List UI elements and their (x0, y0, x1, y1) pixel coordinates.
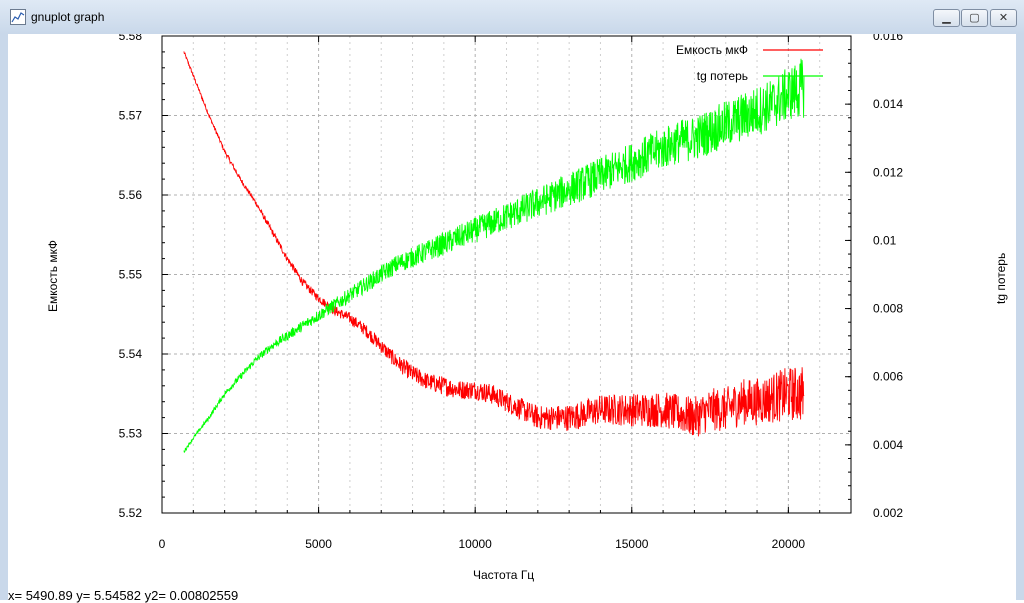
x-tick-label: 10000 (458, 537, 492, 551)
maximize-button[interactable]: ▢ (961, 9, 988, 27)
y-tick-label: 5.54 (119, 347, 143, 361)
minimize-button[interactable]: ▁ (933, 9, 960, 27)
y-tick-label: 5.58 (119, 34, 143, 43)
y2-tick-label: 0.012 (873, 165, 903, 179)
cursor-coordinates-readout: x= 5490.89 y= 5.54582 y2= 0.00802559 (8, 588, 239, 603)
y2-tick-label: 0.008 (873, 302, 903, 316)
legend-label: tg потерь (697, 69, 748, 83)
y2-tick-label: 0.004 (873, 438, 903, 452)
y2-tick-label: 0.016 (873, 34, 903, 43)
window-frame-right (1016, 34, 1024, 600)
y2-axis-title: tg потерь (994, 252, 1008, 304)
y-tick-label: 5.55 (119, 268, 143, 282)
minimize-icon: ▁ (942, 12, 951, 24)
x-tick-label: 0 (159, 537, 166, 551)
y2-tick-label: 0.002 (873, 506, 903, 520)
x-axis-title: Частота Гц (473, 568, 535, 582)
window-title: gnuplot graph (31, 10, 105, 24)
y2-tick-label: 0.006 (873, 370, 903, 384)
close-button[interactable]: ✕ (990, 9, 1017, 27)
x-tick-label: 20000 (772, 537, 806, 551)
close-icon: ✕ (998, 12, 1009, 24)
y-tick-label: 5.57 (119, 109, 143, 123)
maximize-icon: ▢ (969, 12, 980, 24)
x-tick-label: 5000 (305, 537, 332, 551)
window-frame-left (0, 34, 8, 600)
title-bar: gnuplot graph ▁ ▢ ✕ (0, 0, 1024, 35)
x-tick-label: 15000 (615, 537, 649, 551)
series-line-capacitance (183, 51, 805, 437)
chart-canvas[interactable]: 0 5000 10000 15000 20000 5.52 5.53 5.54 5.55 5.56… (8, 34, 1016, 600)
y-tick-label: 5.52 (119, 506, 143, 520)
y2-tick-label: 0.014 (873, 97, 903, 111)
gnuplot-app-icon[interactable] (10, 9, 26, 25)
y-tick-label: 5.53 (119, 427, 143, 441)
y-axis-title: Емкость мкФ (46, 239, 60, 312)
y2-tick-label: 0.01 (873, 233, 897, 247)
plot-area[interactable]: 0 5000 10000 15000 20000 5.52 5.53 5.54 5.55 5.56… (8, 34, 1016, 600)
series-line-loss-tangent (183, 58, 805, 453)
legend-label: Емкость мкФ (676, 43, 748, 57)
y-tick-label: 5.56 (119, 188, 143, 202)
